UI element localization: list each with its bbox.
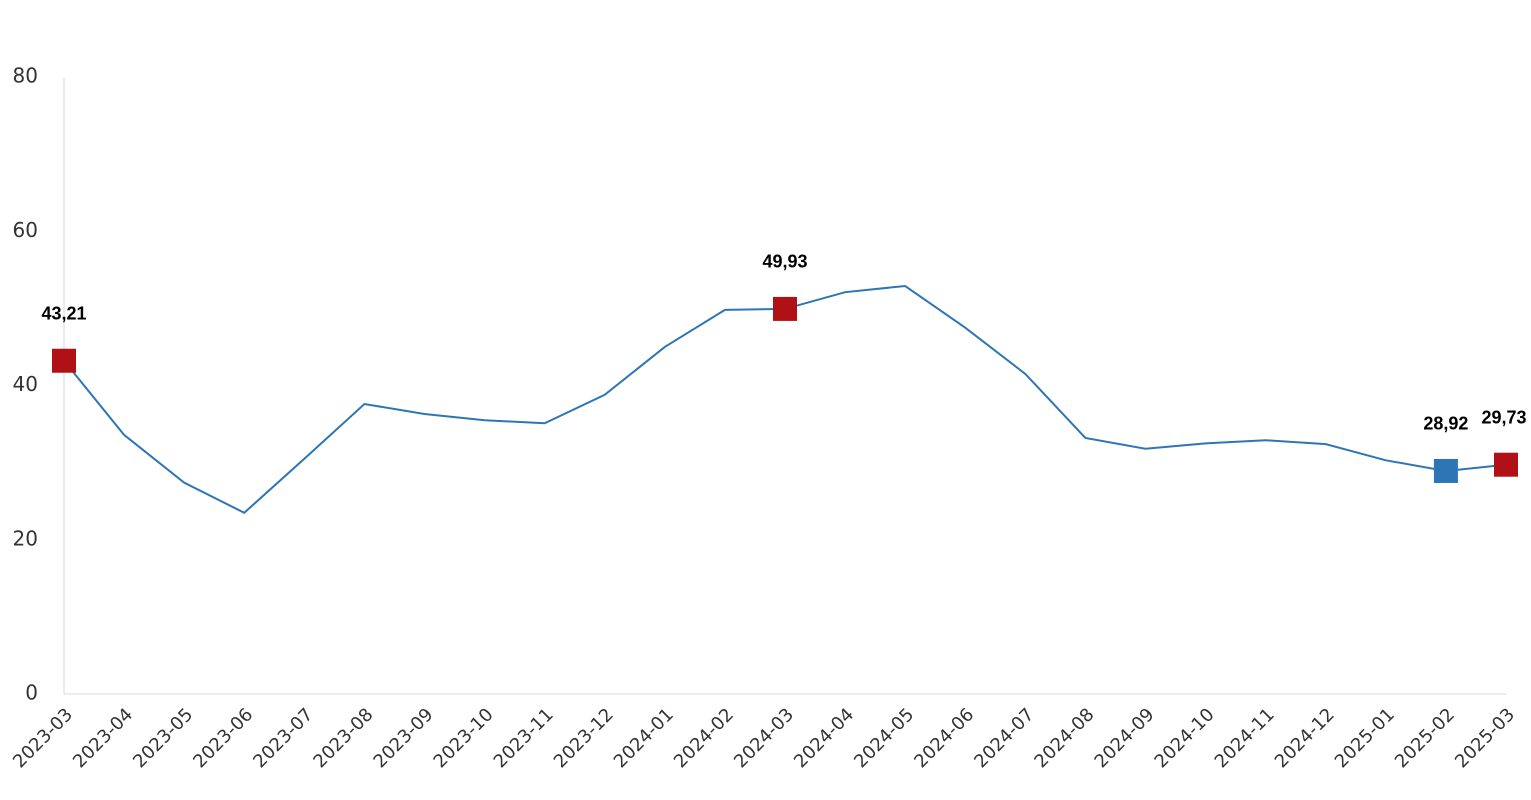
x-tick-label: 2024-07 [970, 704, 1038, 772]
x-tick-label: 2025-02 [1391, 704, 1459, 772]
y-tick-label: 0 [25, 681, 38, 705]
y-tick-label: 80 [13, 64, 38, 88]
marker [52, 348, 76, 373]
x-tick-label: 2023-06 [189, 704, 257, 772]
data-label: 28,92 [1423, 414, 1468, 434]
x-tick-label: 2024-08 [1030, 704, 1098, 772]
x-tick-label: 2023-12 [550, 704, 618, 772]
marker [773, 296, 797, 321]
x-tick-label: 2024-01 [610, 704, 678, 772]
x-tick-label: 2024-03 [730, 704, 798, 772]
data-label: 43,21 [41, 303, 86, 323]
data-label: 29,73 [1481, 407, 1526, 427]
x-tick-label: 2023-05 [129, 704, 197, 772]
x-tick-label: 2025-03 [1451, 704, 1519, 772]
x-tick-label: 2023-10 [430, 704, 498, 772]
x-tick-label: 2024-04 [790, 704, 858, 772]
x-tick-label: 2025-01 [1331, 704, 1399, 772]
x-tick-label: 2023-08 [309, 704, 377, 772]
x-tick-label: 2023-03 [9, 704, 77, 772]
x-tick-label: 2024-12 [1271, 704, 1339, 772]
x-tick-label: 2024-11 [1211, 704, 1279, 772]
y-tick-label: 40 [13, 372, 38, 396]
data-label: 49,93 [762, 252, 807, 272]
x-tick-label: 2023-04 [69, 704, 137, 772]
marker [1494, 452, 1518, 477]
x-tick-label: 2024-09 [1091, 704, 1159, 772]
x-tick-label: 2024-10 [1151, 704, 1219, 772]
x-tick-label: 2024-02 [670, 704, 738, 772]
y-tick-label: 20 [13, 526, 38, 550]
y-tick-label: 60 [13, 218, 38, 242]
marker [1433, 458, 1458, 483]
x-tick-label: 2024-06 [910, 704, 978, 772]
x-tick-label: 2023-09 [370, 704, 438, 772]
x-tick-label: 2023-11 [490, 704, 558, 772]
x-tick-label: 2024-05 [850, 704, 918, 772]
x-tick-label: 2023-07 [249, 704, 317, 772]
